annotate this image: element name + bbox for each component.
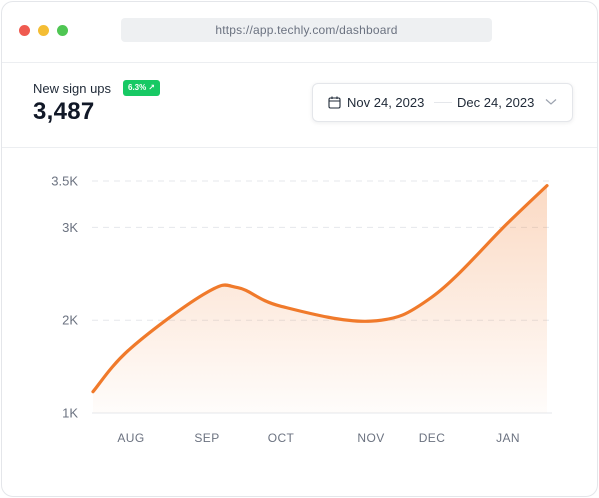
- change-badge-value: 6.3%: [128, 83, 147, 92]
- x-tick-label: DEC: [419, 431, 446, 445]
- change-badge: 6.3% ↗: [123, 80, 160, 96]
- metric-label: New sign ups: [33, 81, 112, 96]
- chevron-down-icon[interactable]: [545, 98, 557, 106]
- series-area: [93, 185, 547, 413]
- minimize-window-button[interactable]: [38, 25, 49, 36]
- header-divider: [2, 62, 597, 63]
- date-range-end[interactable]: Dec 24, 2023: [457, 95, 535, 110]
- x-tick-label: JAN: [496, 431, 520, 445]
- y-tick-label: 1K: [62, 406, 78, 421]
- x-tick-label: AUG: [117, 431, 144, 445]
- address-bar-url: https://app.techly.com/dashboard: [215, 23, 398, 37]
- signups-chart: 1K 2K 3K 3.5K AUG SEP OCT NOV DEC JAN: [51, 174, 552, 445]
- date-range-start[interactable]: Nov 24, 2023: [347, 95, 425, 110]
- close-window-button[interactable]: [19, 25, 30, 36]
- address-bar[interactable]: https://app.techly.com/dashboard: [121, 18, 492, 42]
- date-range-separator: [434, 102, 452, 103]
- window-titlebar: https://app.techly.com/dashboard: [2, 2, 597, 60]
- maximize-window-button[interactable]: [57, 25, 68, 36]
- x-axis: AUG SEP OCT NOV DEC JAN: [117, 431, 520, 445]
- date-range-picker[interactable]: Nov 24, 2023 Dec 24, 2023: [312, 83, 573, 122]
- y-tick-label: 3K: [62, 220, 78, 235]
- arrow-up-right-icon: ↗: [148, 83, 155, 92]
- y-tick-label: 2K: [62, 313, 78, 328]
- x-tick-label: OCT: [268, 431, 295, 445]
- calendar-icon: [328, 96, 341, 109]
- metric-value: 3,487: [33, 98, 95, 125]
- chart-divider: [2, 147, 597, 148]
- x-tick-label: SEP: [194, 431, 219, 445]
- x-tick-label: NOV: [357, 431, 384, 445]
- series-line: [91, 184, 549, 394]
- y-tick-label: 3.5K: [51, 174, 78, 189]
- y-axis: 1K 2K 3K 3.5K: [51, 174, 78, 421]
